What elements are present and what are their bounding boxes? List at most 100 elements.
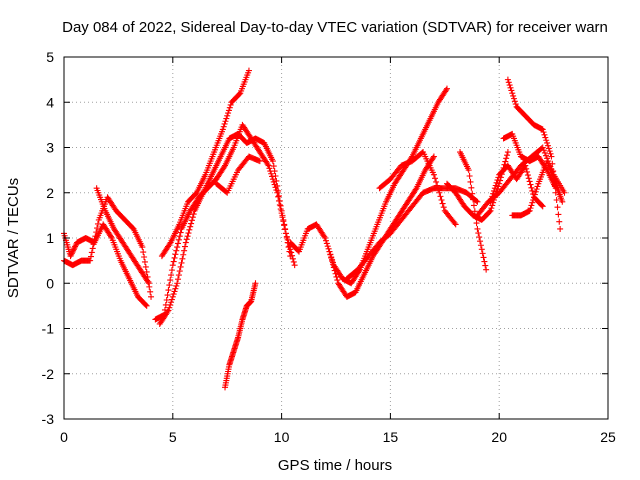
data-point: [430, 154, 437, 161]
data-point: [252, 280, 259, 287]
data-point: [473, 197, 480, 204]
data-point: [435, 186, 442, 193]
data-point: [141, 258, 148, 265]
data-point: [322, 235, 329, 241]
data-point: [321, 233, 328, 240]
data-point: [525, 175, 532, 182]
data-point: [529, 199, 536, 206]
data-point: [170, 291, 177, 298]
data-point: [482, 262, 489, 269]
series-track-19: [487, 162, 546, 210]
data-point: [506, 82, 513, 89]
y-tick-label: 0: [46, 275, 54, 291]
data-point: [173, 282, 180, 289]
data-point: [487, 207, 494, 214]
data-point: [502, 158, 509, 165]
data-point: [468, 184, 475, 191]
x-tick-label: 15: [383, 429, 399, 445]
data-point: [492, 182, 499, 189]
axis-ticks: [63, 56, 609, 420]
data-point: [273, 177, 280, 184]
data-point: [270, 163, 277, 170]
chart-title: Day 084 of 2022, Sidereal Day-to-day VTE…: [62, 19, 608, 36]
data-point: [269, 158, 276, 165]
data-point: [172, 285, 179, 292]
series-track-2: [61, 221, 150, 309]
y-tick-label: -2: [42, 366, 55, 382]
data-point: [430, 153, 437, 160]
data-point: [271, 168, 278, 175]
data-point: [478, 246, 485, 253]
data-point: [479, 250, 486, 257]
data-point: [281, 221, 288, 228]
series-track-1: [61, 194, 155, 300]
data-point: [544, 139, 551, 146]
data-point: [443, 85, 450, 92]
data-point: [182, 239, 189, 246]
data-point: [190, 211, 197, 218]
data-point: [554, 204, 561, 211]
x-tick-labels: 0 5 10 15 20 25: [60, 429, 616, 445]
data-point: [323, 240, 330, 247]
data-point: [440, 204, 447, 211]
y-tick-label: -3: [42, 411, 55, 427]
data-point: [489, 193, 496, 200]
data-point: [277, 202, 284, 209]
data-point: [166, 240, 173, 247]
data-point: [522, 162, 529, 169]
data-point: [487, 198, 494, 205]
y-axis-label: SDTVAR / TECUs: [5, 178, 22, 298]
data-point: [168, 267, 175, 274]
data-point: [333, 273, 340, 280]
data-point: [164, 292, 171, 299]
y-tick-labels: -3 -2 -1 0 1 2 3 4 5: [42, 49, 55, 427]
data-point: [507, 84, 514, 91]
data-point: [165, 307, 172, 314]
data-point: [179, 255, 186, 262]
data-point: [527, 181, 534, 188]
data-point: [491, 185, 498, 192]
data-point: [177, 229, 184, 236]
data-point: [334, 277, 341, 284]
data-point: [225, 107, 232, 114]
data-point: [542, 134, 549, 141]
data-point: [534, 183, 541, 190]
data-point: [290, 258, 297, 265]
data-point: [439, 200, 446, 207]
data-point: [493, 179, 500, 186]
data-point: [185, 230, 192, 237]
data-point: [452, 221, 459, 228]
data-point: [488, 196, 495, 203]
data-point: [69, 249, 76, 256]
y-tick-label: -1: [42, 321, 55, 337]
data-point: [183, 236, 190, 243]
data-point: [276, 197, 283, 204]
data-point: [509, 90, 516, 97]
data-points: [61, 67, 568, 391]
data-point: [436, 189, 443, 196]
data-point: [172, 251, 179, 258]
data-point: [186, 226, 193, 233]
x-tick-label: 25: [600, 429, 616, 445]
data-point: [540, 129, 547, 136]
data-point: [322, 237, 329, 244]
y-tick-label: 2: [46, 185, 54, 201]
series-track-8: [213, 153, 263, 196]
data-point: [471, 208, 478, 215]
data-point: [489, 202, 496, 209]
series-track-16: [504, 76, 564, 232]
data-point: [141, 254, 148, 261]
data-point: [556, 218, 563, 225]
x-tick-label: 20: [491, 429, 507, 445]
data-point: [490, 187, 497, 194]
data-point: [145, 280, 152, 287]
data-point: [274, 182, 281, 189]
data-point: [475, 230, 482, 237]
data-point: [224, 112, 231, 119]
data-point: [176, 268, 183, 275]
data-point: [87, 257, 94, 264]
data-point: [223, 115, 230, 122]
data-point: [70, 246, 77, 253]
data-point: [268, 170, 275, 177]
data-point: [512, 101, 519, 108]
